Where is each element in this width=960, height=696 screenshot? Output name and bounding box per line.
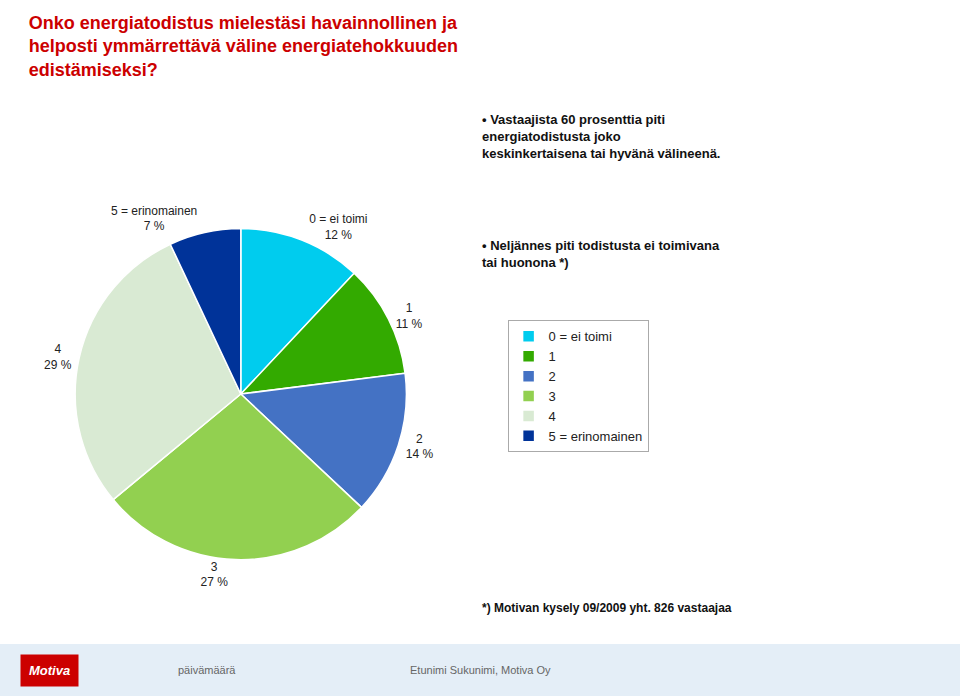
svg-text:3: 3 [549,389,556,404]
svg-text:327 %: 327 % [201,560,229,590]
svg-text:0 = ei toimi: 0 = ei toimi [549,329,612,344]
svg-text:*) Motivan kysely 09/2009 yht.: *) Motivan kysely 09/2009 yht. 826 vasta… [482,601,732,615]
svg-text:214 %: 214 % [406,432,434,462]
svg-text:• Neljännes piti todistusta ei: • Neljännes piti todistusta ei toimivana… [482,238,720,270]
svg-text:• Vastaajista 60 prosenttia pi: • Vastaajista 60 prosenttia pitienergiat… [482,112,720,161]
svg-text:111 %: 111 % [396,301,423,331]
svg-text:0 = ei toimi12 %: 0 = ei toimi12 % [309,212,367,242]
svg-text:5 = erinomainen: 5 = erinomainen [549,429,643,444]
svg-text:päivämäärä: päivämäärä [178,664,236,676]
svg-text:1: 1 [549,349,556,364]
svg-text:Motiva: Motiva [29,663,70,678]
svg-text:5 = erinomainen7 %: 5 = erinomainen7 % [111,204,197,234]
svg-text:2: 2 [549,369,556,384]
svg-text:429 %: 429 % [44,342,72,372]
svg-text:Etunimi Sukunimi, Motiva Oy: Etunimi Sukunimi, Motiva Oy [410,664,551,676]
svg-text:Onko energiatodistus mielestäs: Onko energiatodistus mielestäsi havainno… [29,13,458,80]
svg-text:4: 4 [549,409,556,424]
